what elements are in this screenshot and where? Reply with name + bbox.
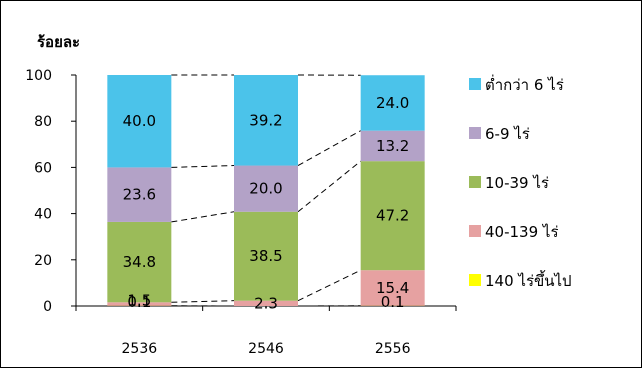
- data-label: 20.0: [249, 180, 282, 198]
- data-label: 34.8: [123, 253, 156, 271]
- legend-label: 10-39 ไร่: [485, 174, 549, 192]
- y-tick-label: 40: [34, 207, 52, 223]
- y-tick-label: 0: [43, 299, 52, 315]
- series-connector-line: [298, 131, 361, 166]
- data-label: 1.5: [127, 291, 151, 309]
- series-connector-line: [171, 301, 234, 303]
- data-label: 15.4: [376, 279, 409, 297]
- series-connector-line: [171, 166, 234, 168]
- y-axis-title: ร้อยละ: [37, 33, 80, 51]
- y-tick-label: 80: [34, 114, 52, 130]
- legend-swatch: [469, 176, 481, 188]
- data-label: 13.2: [376, 137, 409, 155]
- legend-label: 6-9 ไร่: [485, 125, 530, 143]
- y-tick-label: 20: [34, 253, 52, 269]
- data-label: 40.0: [123, 112, 156, 130]
- legend-swatch: [469, 127, 481, 139]
- y-tick-label: 60: [34, 160, 52, 176]
- series-connector-line: [298, 270, 361, 300]
- y-tick-label: 100: [25, 68, 52, 84]
- x-tick-label: 2556: [375, 341, 411, 357]
- data-label: 38.5: [249, 247, 282, 265]
- legend-swatch: [469, 225, 481, 237]
- legend-swatch: [469, 78, 481, 90]
- data-label: 23.6: [123, 186, 156, 204]
- legend-swatch: [469, 274, 481, 286]
- series-connector-line: [171, 212, 234, 222]
- legend: ต่ำกว่า 6 ไร่ 6-9 ไร่ 10-39 ไร่ 40-139 ไร่ 1…: [469, 74, 572, 290]
- data-label: 24.0: [376, 94, 409, 112]
- data-label: 47.2: [376, 207, 409, 225]
- data-label: 2.3: [254, 294, 278, 312]
- x-tick-label: 2536: [122, 341, 158, 357]
- series-connector-line: [298, 161, 361, 212]
- legend-label: ต่ำกว่า 6 ไร่: [485, 74, 564, 94]
- x-tick-label: 2546: [248, 341, 284, 357]
- legend-label: 40-139 ไร่: [485, 223, 559, 241]
- data-label: 39.2: [249, 111, 282, 129]
- legend-label: 140 ไร่ขึ้นไป: [485, 270, 572, 290]
